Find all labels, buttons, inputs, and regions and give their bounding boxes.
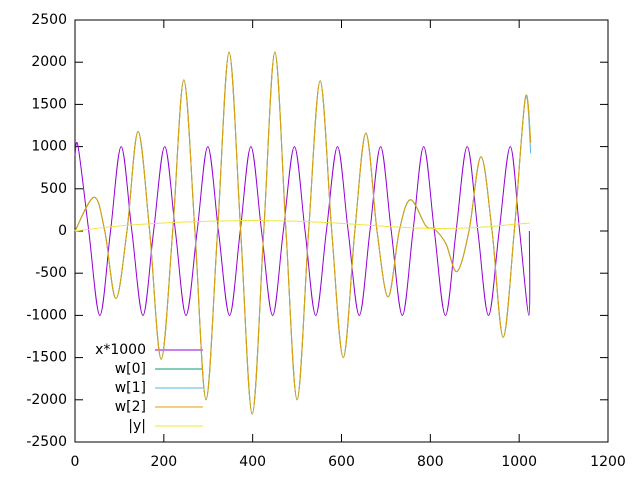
x-tick-label: 1000: [501, 454, 537, 470]
series-line: [74, 141, 531, 316]
y-tick-label: 1500: [31, 96, 67, 112]
y-tick-label: -1000: [26, 307, 67, 323]
y-tick-label: -2500: [26, 434, 67, 450]
y-tick-label: -1500: [26, 350, 67, 366]
x-tick-label: 400: [239, 454, 266, 470]
series-line: [74, 219, 530, 232]
y-tick-label: -500: [35, 265, 67, 281]
x-tick-label: 0: [71, 454, 80, 470]
series-line: [74, 51, 532, 415]
legend-label: w[0]: [115, 361, 146, 377]
legend-label: w[2]: [115, 399, 146, 415]
y-tick-label: 1000: [31, 139, 67, 155]
y-tick-label: -2000: [26, 392, 67, 408]
x-tick-label: 200: [150, 454, 177, 470]
y-tick-label: 0: [58, 223, 67, 239]
legend-label: |y|: [128, 418, 146, 434]
y-tick-label: 500: [40, 181, 67, 197]
plot-frame: [74, 19, 609, 443]
x-tick-label: 600: [328, 454, 355, 470]
y-tick-label: 2500: [31, 12, 67, 28]
y-tick-label: 2000: [31, 54, 67, 70]
legend-label: w[1]: [115, 380, 146, 396]
x-tick-label: 1200: [590, 454, 626, 470]
series-line: [74, 51, 532, 415]
x-tick-label: 800: [417, 454, 444, 470]
series-line: [74, 51, 532, 415]
legend-label: x*1000: [95, 342, 146, 358]
